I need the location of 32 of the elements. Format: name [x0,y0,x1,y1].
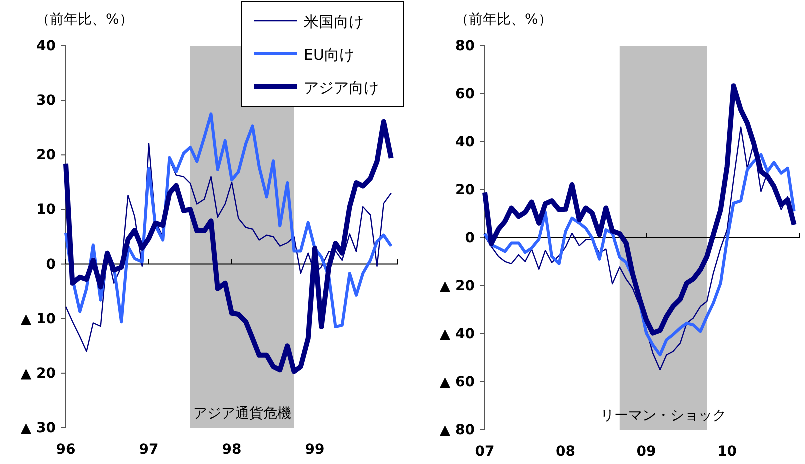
x-tick-label: 07 [475,444,495,460]
y-tick-label: ▲ 60 [440,374,476,390]
x-tick-label: 98 [222,442,242,458]
x-tick-label: 97 [139,442,159,458]
y-axis-title: （前年比、%） [455,12,552,28]
y-tick-label: 10 [36,202,56,218]
y-tick-label: ▲ 40 [440,326,476,342]
y-tick-label: 40 [456,134,476,150]
y-tick-label: 30 [36,93,56,110]
y-tick-label: 40 [36,38,56,54]
band-label: リーマン・ショック [600,408,726,424]
band-label: アジア通貨危機 [193,406,292,422]
x-tick-label: 09 [636,444,656,460]
x-tick-label: 10 [718,444,738,460]
legend-label: EU向け [304,46,354,64]
y-tick-label: 20 [36,148,56,164]
y-tick-label: ▲ 20 [20,366,56,382]
legend-label: 米国向け [304,13,364,31]
y-tick-label: 0 [46,256,56,273]
legend-label: アジア向け [304,79,379,97]
x-tick-label: 96 [56,442,76,458]
y-tick-label: 0 [465,230,476,246]
y-tick-label: 60 [456,86,476,102]
y-tick-label: ▲ 80 [440,422,476,438]
y-tick-label: 20 [456,182,476,198]
y-tick-label: ▲ 30 [20,420,56,436]
y-axis-title: （前年比、%） [36,12,134,28]
y-tick-label: 80 [456,38,476,54]
x-tick-label: 99 [305,442,325,458]
x-tick-label: 08 [556,444,576,460]
y-tick-label: ▲ 10 [20,311,56,328]
y-tick-label: ▲ 20 [440,278,476,294]
